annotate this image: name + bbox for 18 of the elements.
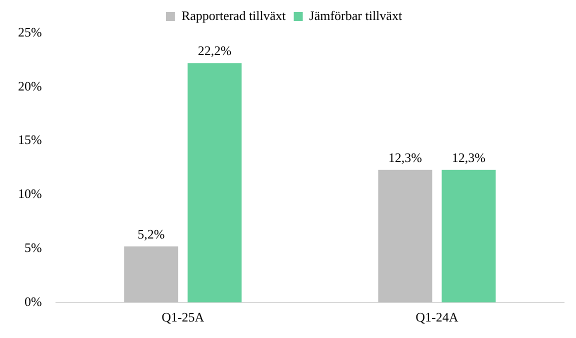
x-tick-label: Q1-25A bbox=[162, 310, 205, 325]
bar bbox=[378, 170, 432, 302]
data-label: 12,3% bbox=[452, 150, 486, 165]
x-tick-label: Q1-24A bbox=[416, 310, 459, 325]
y-tick-label: 0% bbox=[24, 294, 42, 309]
data-label: 5,2% bbox=[138, 226, 165, 242]
y-tick-label: 25% bbox=[18, 24, 42, 40]
bar bbox=[124, 246, 178, 302]
y-tick-label: 20% bbox=[18, 78, 42, 94]
y-tick-label: 15% bbox=[18, 132, 42, 148]
data-label: 22,2% bbox=[198, 43, 232, 58]
data-label: 12,3% bbox=[388, 150, 422, 165]
legend-label: Rapporterad tillväxt bbox=[181, 8, 286, 23]
y-tick-label: 5% bbox=[24, 240, 42, 255]
y-tick-label: 10% bbox=[18, 186, 42, 202]
legend-label: Jämförbar tillväxt bbox=[309, 8, 402, 23]
bar bbox=[188, 63, 242, 302]
bar bbox=[442, 170, 496, 302]
